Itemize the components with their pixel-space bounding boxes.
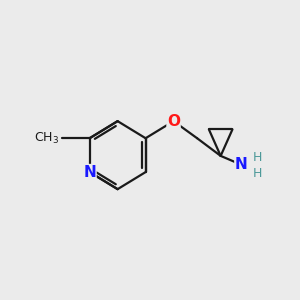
Text: H: H <box>253 167 262 180</box>
Text: N: N <box>235 157 248 172</box>
Text: H: H <box>253 151 262 164</box>
Text: O: O <box>167 114 180 129</box>
Text: CH$_3$: CH$_3$ <box>34 131 59 146</box>
Text: N: N <box>83 165 96 180</box>
